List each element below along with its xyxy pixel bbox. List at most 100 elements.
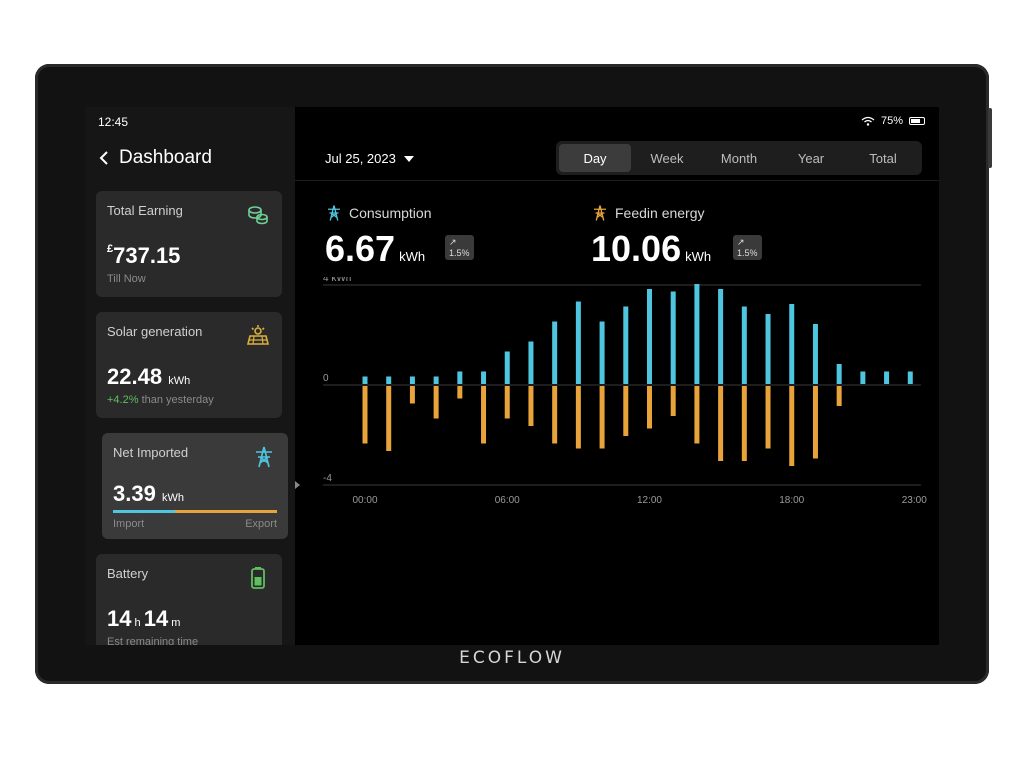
collapse-arrow-icon[interactable] [295, 481, 300, 489]
card-total-earning[interactable]: Total Earning £737.15 Till Now [96, 191, 282, 297]
total-earning-value: £737.15 [107, 243, 181, 268]
consumption-bar [575, 301, 581, 384]
tab-total[interactable]: Total [869, 150, 897, 166]
y-tick-label: 0 [323, 373, 329, 384]
consumption-bar [670, 291, 676, 384]
export-label: Export [245, 518, 277, 530]
feedin-bar [670, 386, 676, 416]
consumption-value: 6.67 [325, 228, 396, 269]
tab-year[interactable]: Year [797, 150, 825, 166]
consumption-bar [599, 321, 605, 384]
consumption-bar [362, 376, 368, 384]
solar-sub: +4.2% than yesterday [107, 394, 214, 406]
card-solar-generation[interactable]: Solar generation 22.48 kWh +4.2% than ye… [96, 312, 282, 418]
feedin-label: Feedin energy [615, 205, 705, 221]
consumption-bar [789, 304, 795, 384]
screen: 12:45 Dashboard Total Earning £737.15 Ti… [85, 107, 939, 645]
consumption-bar [694, 284, 700, 384]
feedin-bar [504, 386, 510, 419]
consumption-bar [386, 376, 392, 384]
consumption-bar [457, 371, 463, 384]
x-tick-label: 06:00 [495, 495, 520, 506]
feedin-bar [481, 386, 487, 444]
card-title: Battery [107, 566, 149, 581]
coins-icon [248, 206, 268, 225]
feedin-bar [765, 386, 771, 449]
card-net-imported[interactable]: Net Imported 3.39 kWh Import Export [102, 433, 288, 539]
back-button[interactable]: Dashboard [97, 147, 212, 169]
y-tick-label: -4 [323, 473, 332, 484]
battery-icon [251, 567, 265, 589]
net-imported-value: 3.39 kWh [113, 481, 184, 506]
divider [295, 180, 939, 181]
feedin-bar [694, 386, 700, 444]
feedin-bar [528, 386, 534, 426]
feedin-bar [362, 386, 368, 444]
feedin-value: 10.06 [591, 228, 682, 269]
import-label: Import [113, 518, 145, 530]
battery-percent: 75% [880, 115, 903, 127]
date-label: Jul 25, 2023 [325, 151, 396, 166]
card-battery[interactable]: Battery 14 h 14 m Est remaining time [96, 554, 282, 645]
status-time: 12:45 [98, 115, 129, 129]
consumption-bar [907, 371, 913, 384]
sidebar: 12:45 Dashboard Total Earning £737.15 Ti… [85, 107, 295, 645]
power-tower-icon [256, 446, 272, 468]
status-right: 75% [861, 115, 925, 127]
period-tabs: Day Week Month Year Total [556, 141, 922, 175]
feedin-bar [789, 386, 795, 466]
consumption-bar [481, 371, 487, 384]
card-title: Solar generation [107, 324, 203, 339]
tab-month[interactable]: Month [720, 150, 758, 166]
x-tick-label: 00:00 [352, 495, 377, 506]
chevron-left-icon [99, 151, 108, 165]
x-tick-label: 23:00 [902, 495, 927, 506]
feedin-metric: Feedin energy 10.06 kWh ↗ 1.5% [591, 204, 762, 270]
feedin-unit: kWh [685, 249, 712, 264]
solar-value: 22.48 kWh [107, 364, 191, 389]
consumption-bar [409, 376, 415, 384]
consumption-bar [623, 306, 629, 384]
feedin-bar [552, 386, 558, 444]
consumption-bar [812, 324, 818, 384]
consumption-icon [328, 205, 340, 221]
feedin-bar [646, 386, 652, 429]
consumption-bar [504, 351, 510, 384]
caret-down-icon [403, 155, 414, 162]
feedin-bar [836, 386, 842, 406]
main-panel: 75% Jul 25, 2023 Day Week Month Year Tot… [295, 107, 939, 645]
consumption-metric: Consumption 6.67 kWh ↗ 1.5% [325, 204, 474, 270]
consumption-bar [552, 321, 558, 384]
consumption-unit: kWh [399, 249, 426, 264]
consumption-badge: ↗ 1.5% [445, 235, 474, 260]
total-earning-sub: Till Now [107, 273, 146, 285]
consumption-bar [433, 376, 439, 384]
feedin-bar [457, 386, 463, 399]
tab-day[interactable]: Day [559, 144, 631, 172]
consumption-bar [836, 364, 842, 384]
feedin-bar [599, 386, 605, 449]
card-title: Net Imported [113, 445, 189, 460]
y-tick-label: 4 kWh [323, 277, 351, 284]
date-selector[interactable]: Jul 25, 2023 [325, 151, 414, 166]
feedin-bar [409, 386, 415, 404]
consumption-bar [741, 306, 747, 384]
feedin-bar [812, 386, 818, 459]
consumption-bar [528, 341, 534, 384]
x-tick-label: 18:00 [779, 495, 804, 506]
consumption-bar [718, 289, 724, 384]
brand-logo: ECOFLOW [459, 648, 565, 668]
consumption-bar [646, 289, 652, 384]
feedin-bar [575, 386, 581, 449]
status-battery-icon [909, 117, 925, 125]
battery-remaining-value: 14 h 14 m [107, 606, 181, 631]
import-export-bar [113, 510, 277, 513]
page-title: Dashboard [119, 147, 212, 168]
feedin-bar [623, 386, 629, 436]
tab-week[interactable]: Week [650, 150, 684, 166]
feedin-icon [594, 205, 606, 221]
feedin-bar [433, 386, 439, 419]
wifi-icon [861, 116, 875, 126]
consumption-bar [860, 371, 866, 384]
feedin-bar [741, 386, 747, 461]
